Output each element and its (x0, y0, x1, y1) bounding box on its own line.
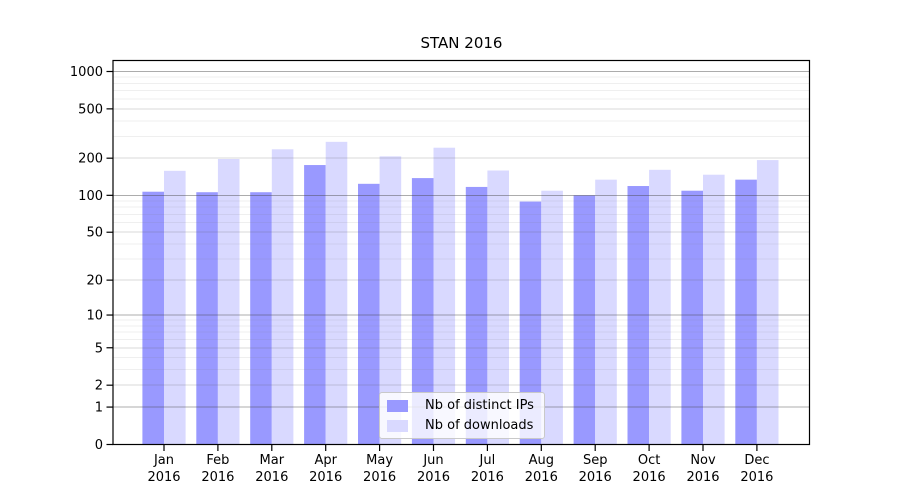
x-tick-label-feb: Feb 2016 (201, 453, 234, 485)
bar-downloads-sep (595, 179, 617, 445)
bar-downloads-jan (164, 170, 186, 445)
bar-downloads-nov (703, 174, 725, 445)
bar-distinct-ips-dec (735, 179, 757, 445)
bar-downloads-jul (487, 170, 509, 445)
x-tick-label-jul: Jul 2016 (471, 453, 504, 485)
bar-distinct-ips-mar (250, 192, 272, 445)
bar-distinct-ips-nov (681, 190, 703, 445)
x-tick-label-oct: Oct 2016 (633, 453, 666, 485)
bars-layer (142, 141, 779, 445)
x-tick-label-sep: Sep 2016 (579, 453, 612, 485)
y-tick-label-500: 500 (78, 102, 103, 117)
x-tick-label-jan: Jan 2016 (147, 453, 180, 485)
chart-title: STAN 2016 (420, 34, 503, 52)
y-tick-label-2: 2 (95, 379, 103, 394)
bar-distinct-ips-may (358, 183, 380, 445)
bar-downloads-jun (433, 147, 456, 445)
gridlines-layer (113, 71, 810, 408)
bar-downloads-oct (649, 169, 671, 445)
y-tick-label-1: 1 (95, 401, 103, 416)
bar-downloads-aug (541, 190, 563, 445)
legend: Nb of distinct IPs Nb of downloads (379, 392, 545, 439)
x-tick-label-nov: Nov 2016 (686, 453, 719, 485)
legend-label-distinct-ips: Nb of distinct IPs (425, 398, 534, 413)
y-tick-label-5: 5 (95, 341, 103, 356)
bar-distinct-ips-aug (519, 201, 542, 445)
bar-downloads-feb (217, 158, 240, 445)
legend-item-downloads: Nb of downloads (387, 419, 534, 432)
bar-distinct-ips-sep (573, 195, 596, 445)
legend-item-distinct-ips: Nb of distinct IPs (387, 399, 534, 412)
x-tick-label-aug: Aug 2016 (525, 453, 558, 485)
legend-label-downloads: Nb of downloads (425, 418, 534, 433)
bar-downloads-mar (271, 149, 294, 445)
bar-distinct-ips-jul (465, 186, 488, 445)
y-tick-label-20: 20 (86, 274, 103, 289)
y-tick-label-1000: 1000 (70, 65, 103, 80)
bar-distinct-ips-jun (411, 178, 434, 445)
bar-distinct-ips-jan (142, 191, 164, 445)
bar-distinct-ips-apr (304, 165, 326, 445)
x-tick-label-dec: Dec 2016 (740, 453, 773, 485)
bar-distinct-ips-feb (196, 192, 218, 445)
plot-border (112, 59, 811, 446)
bar-distinct-ips-oct (627, 186, 650, 445)
y-tick-label-0: 0 (95, 438, 103, 453)
x-tick-label-jun: Jun 2016 (417, 453, 450, 485)
x-tick-label-may: May 2016 (363, 453, 396, 485)
y-tick-label-10: 10 (86, 309, 103, 324)
y-tick-label-50: 50 (86, 226, 103, 241)
x-tick-label-mar: Mar 2016 (255, 453, 288, 485)
y-tick-label-200: 200 (78, 152, 103, 167)
x-tick-label-apr: Apr 2016 (309, 453, 342, 485)
legend-swatch-downloads (387, 419, 408, 432)
y-tick-label-100: 100 (78, 189, 103, 204)
legend-swatch-distinct-ips (387, 399, 408, 412)
bar-downloads-apr (325, 141, 348, 445)
bar-downloads-may (379, 156, 402, 445)
bar-downloads-dec (756, 160, 779, 445)
